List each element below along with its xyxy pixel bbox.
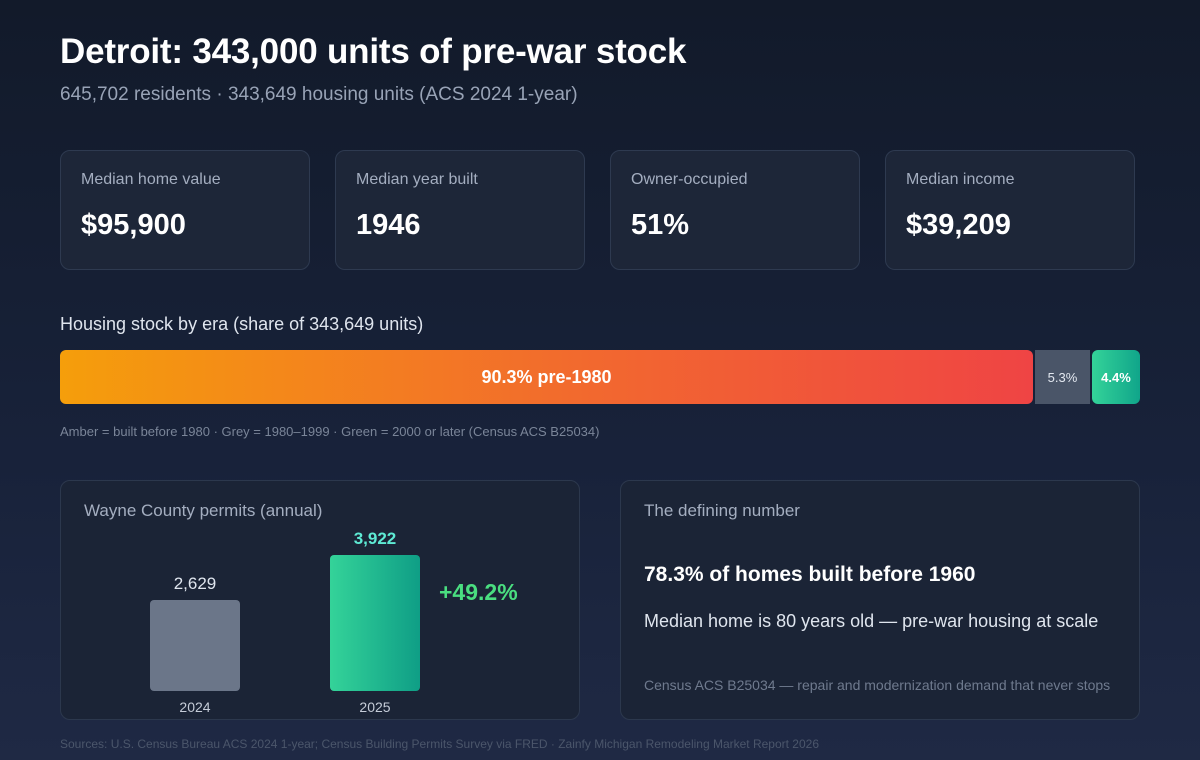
page-title: Detroit: 343,000 units of pre-war stock (60, 32, 687, 71)
bar-2025 (330, 555, 420, 691)
era-chart-title: Housing stock by era (share of 343,649 u… (60, 314, 424, 334)
page-subtitle: 645,702 residents · 343,649 housing unit… (60, 84, 578, 105)
kpi-label: Owner-occupied (631, 171, 748, 188)
kpi-value: $95,900 (81, 209, 186, 241)
era-segment-pre-1980: 90.3% pre-1980 (60, 350, 1033, 404)
defining-number-panel: The defining number 78.3% of homes built… (620, 480, 1140, 720)
bar-value-label-2024: 2,629 (173, 574, 217, 593)
defining-note: Census ACS B25034 — repair and moderniza… (644, 677, 1111, 693)
kpi-value: $39,209 (906, 209, 1011, 241)
era-segment-1980-1999: 5.3% (1035, 350, 1090, 404)
kpi-label: Median income (906, 171, 1015, 188)
kpi-value: 51% (631, 209, 690, 241)
kpi-card-owner-occupied: Owner-occupied 51% (610, 150, 860, 270)
era-segment-label: 4.4% (1101, 369, 1131, 385)
bar-value-label-2025: 3,922 (353, 529, 397, 548)
growth-annotation: +49.2% (439, 579, 518, 605)
kpi-card-median-income: Median income $39,209 (885, 150, 1135, 270)
era-legend-note: Amber = built before 1980 · Grey = 1980–… (60, 424, 600, 439)
kpi-value: 1946 (356, 209, 421, 241)
sources-footer: Sources: U.S. Census Bureau ACS 2024 1-y… (60, 737, 820, 751)
era-segment-2000-later: 4.4% (1092, 350, 1140, 404)
permits-panel-title: Wayne County permits (annual) (84, 501, 323, 520)
era-segment-label: 5.3% (1047, 369, 1078, 385)
defining-detail: Median home is 80 years old — pre-war ho… (644, 611, 1099, 631)
era-stacked-bar: 90.3% pre-1980 5.3% 4.4% (60, 350, 1140, 404)
bar-year-label-2024: 2024 (179, 699, 211, 715)
bar-2024 (150, 600, 240, 691)
permits-panel: Wayne County permits (annual) 2,629 2024… (60, 480, 580, 720)
era-segment-label: 90.3% pre-1980 (481, 366, 612, 387)
kpi-label: Median home value (81, 171, 221, 188)
kpi-card-median-home-value: Median home value $95,900 (60, 150, 310, 270)
bar-year-label-2025: 2025 (359, 699, 391, 715)
kpi-card-median-year-built: Median year built 1946 (335, 150, 585, 270)
defining-panel-title: The defining number (644, 501, 800, 520)
defining-headline: 78.3% of homes built before 1960 (644, 563, 976, 586)
kpi-label: Median year built (356, 171, 478, 188)
